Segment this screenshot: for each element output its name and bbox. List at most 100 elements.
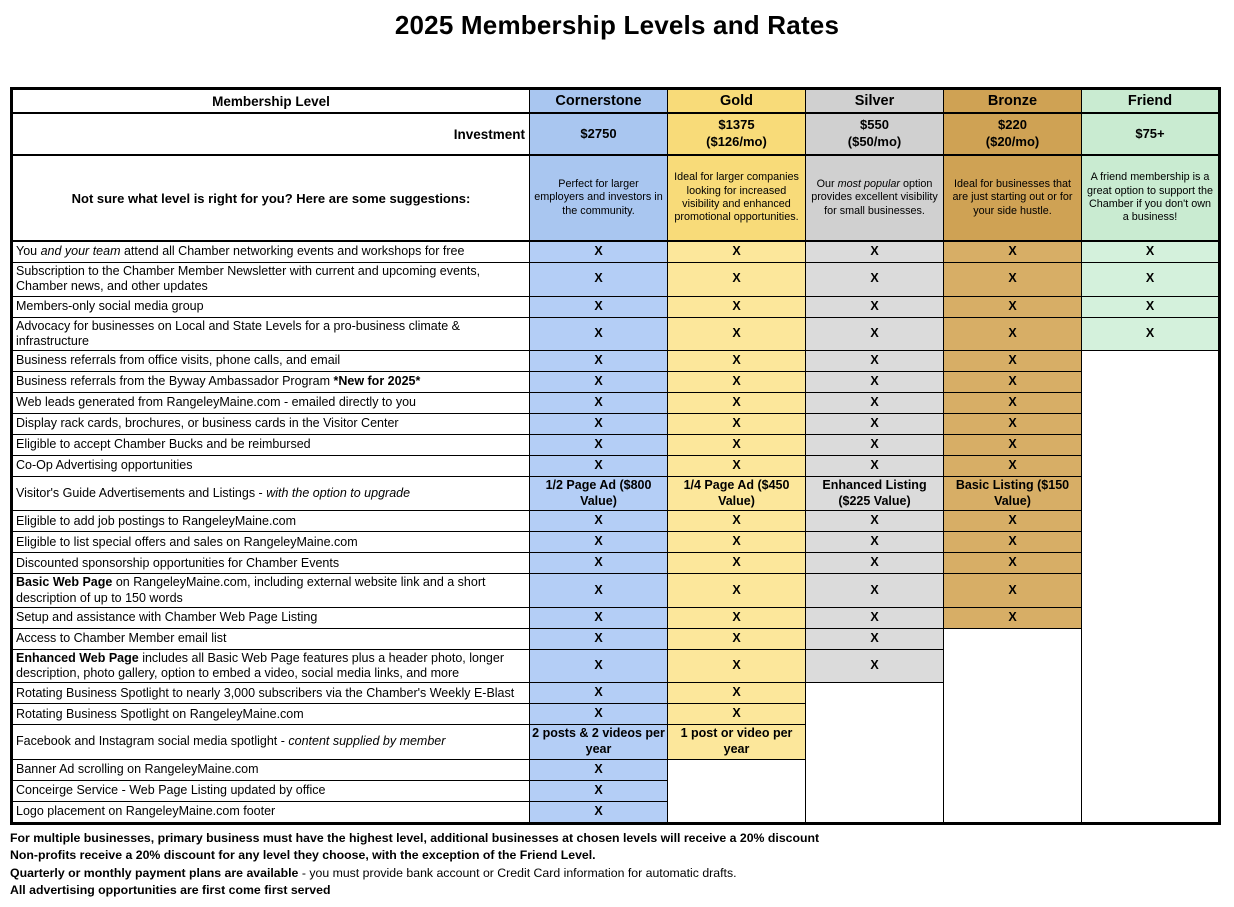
level-cell-silver: X [805,531,944,554]
feature-row: Web leads generated from RangeleyMaine.c… [11,392,1220,414]
empty-cell-friend [1081,455,1220,477]
text-segment: Web leads generated from RangeleyMaine.c… [16,395,416,410]
level-cell-gold: 1/4 Page Ad ($450 Value) [667,475,806,512]
level-cell-bronze: X [943,573,1082,608]
level-cell-friend: X [1081,240,1220,263]
text-segment: on RangeleyMaine.com, including external… [16,575,486,605]
investment-value-bronze: $220 ($20/mo) [943,112,1082,156]
empty-cell-friend [1081,682,1220,704]
level-cell-bronze: X [943,606,1082,629]
feature-label: You and your team attend all Chamber net… [11,240,530,263]
level-description-friend: A friend membership is a great option to… [1081,154,1220,242]
text-segment: Setup and assistance with Chamber Web Pa… [16,610,318,625]
level-cell-cornerstone: X [529,455,668,477]
footnotes: For multiple businesses, primary busines… [10,831,1234,898]
level-cell-bronze: X [943,434,1082,456]
text-segment: with the option to upgrade [266,486,411,500]
empty-cell-silver [805,682,944,704]
feature-row: Business referrals from office visits, p… [11,350,1220,372]
level-cell-bronze: X [943,240,1082,263]
level-cell-cornerstone: X [529,627,668,650]
level-cell-gold: X [667,434,806,456]
feature-label: Discounted sponsorship opportunities for… [11,552,530,575]
level-cell-cornerstone: X [529,413,668,435]
feature-row: Advocacy for businesses on Local and Sta… [11,316,1220,351]
empty-cell-friend [1081,649,1220,683]
level-cell-silver: X [805,316,944,351]
text-segment: Discounted sponsorship opportunities for… [16,555,340,570]
level-cell-bronze: X [943,350,1082,372]
level-header-cornerstone: Cornerstone [529,88,668,114]
empty-cell-friend [1081,371,1220,393]
level-cell-cornerstone: X [529,552,668,575]
empty-cell-friend [1081,531,1220,553]
text-segment: Logo placement on RangeleyMaine.com foot… [16,803,276,818]
feature-label: Rotating Business Spotlight on RangeleyM… [11,703,530,726]
empty-cell-friend [1081,476,1220,511]
level-cell-cornerstone: X [529,295,668,318]
level-cell-silver: X [805,455,944,477]
text-segment: Enhanced Web Page [16,650,139,665]
empty-cell-bronze [943,649,1082,683]
empty-cell-friend [1081,759,1220,780]
text-segment: Display rack cards, brochures, or busine… [16,416,399,431]
level-cell-cornerstone: X [529,531,668,554]
feature-row: Visitor's Guide Advertisements and Listi… [11,475,1220,512]
text-segment: Visitor's Guide Advertisements and Listi… [16,486,267,500]
level-cell-silver: X [805,434,944,456]
feature-label: Web leads generated from RangeleyMaine.c… [11,392,530,414]
level-cell-gold: X [667,392,806,414]
investment-value-cornerstone: $2750 [529,112,668,156]
level-cell-cornerstone: X [529,371,668,393]
level-cell-gold: X [667,350,806,372]
text-segment: content supplied by member [288,734,446,749]
feature-label: Display rack cards, brochures, or busine… [11,413,530,435]
page-title: 2025 Membership Levels and Rates [394,10,840,40]
empty-cell-friend [1081,573,1220,608]
text-segment: *New for 2025* [333,374,421,389]
text-segment: Eligible to list special offers and sale… [16,534,358,549]
feature-label: Members-only social media group [11,295,530,318]
level-cell-silver: X [805,627,944,650]
level-cell-gold: 1 post or video per year [667,724,806,760]
level-cell-silver: X [805,648,944,684]
empty-cell-bronze [943,703,1082,725]
level-cell-silver: X [805,350,944,372]
investment-value-friend: $75+ [1081,112,1220,156]
level-cell-silver: X [805,413,944,435]
empty-cell-gold [667,780,806,801]
text-segment: most popular [837,177,900,190]
feature-row: Discounted sponsorship opportunities for… [11,552,1220,575]
level-description-silver: Our most popular option provides excelle… [805,154,944,242]
text-segment: Access to Chamber Member email list [16,631,227,646]
feature-label: Eligible to add job postings to Rangeley… [11,510,530,533]
empty-cell-friend [1081,628,1220,650]
feature-label: Subscription to the Chamber Member Newsl… [11,262,530,297]
text-segment: A friend membership is a great option to… [1086,171,1214,224]
level-cell-cornerstone: X [529,434,668,456]
level-cell-gold: X [667,316,806,351]
empty-cell-bronze [943,780,1082,801]
level-header-silver: Silver [805,88,944,114]
empty-cell-silver [805,703,944,725]
level-cell-silver: X [805,606,944,629]
text-segment: Banner Ad scrolling on RangeleyMaine.com [16,761,259,776]
level-cell-bronze: X [943,295,1082,318]
level-cell-gold: X [667,703,806,726]
empty-cell-bronze [943,628,1082,650]
text-segment: attend all Chamber networking events and… [120,244,465,259]
text-segment: You [16,244,41,259]
level-cell-cornerstone: X [529,779,668,802]
level-cell-friend: X [1081,262,1220,297]
level-cell-bronze: X [943,316,1082,351]
level-cell-bronze: X [943,413,1082,435]
level-cell-gold: X [667,573,806,608]
level-cell-bronze: X [943,510,1082,533]
feature-row: Business referrals from the Byway Ambass… [11,371,1220,393]
level-cell-bronze: X [943,392,1082,414]
footnote-line: All advertising opportunities are first … [10,883,1234,898]
suggestions-row: Not sure what level is right for you? He… [11,154,1220,242]
feature-row: Members-only social media group X X X X X [11,295,1220,318]
empty-cell-silver [805,801,944,823]
feature-row: Eligible to add job postings to Rangeley… [11,510,1220,533]
